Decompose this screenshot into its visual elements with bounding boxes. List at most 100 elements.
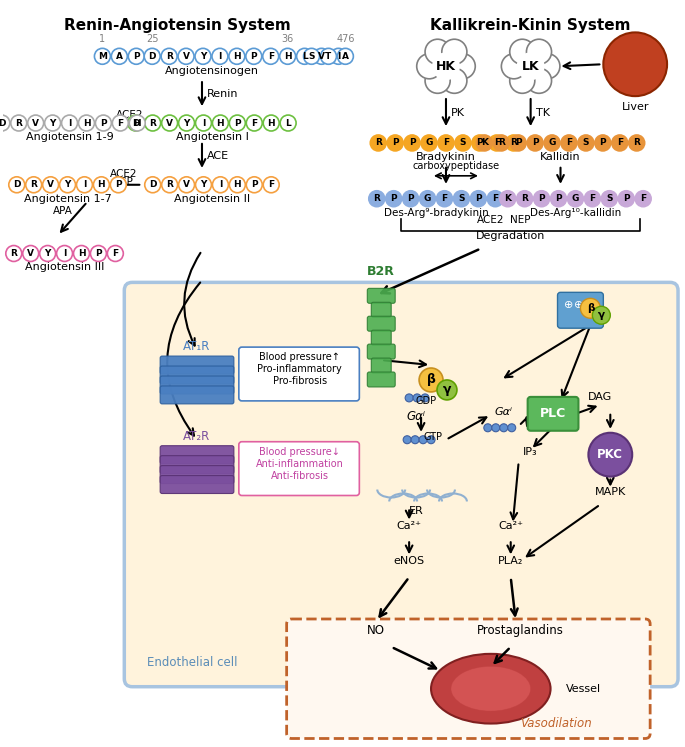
Text: P: P — [556, 194, 562, 203]
Circle shape — [427, 436, 435, 444]
Text: F: F — [112, 249, 119, 258]
Circle shape — [263, 115, 279, 131]
Text: H: H — [134, 119, 141, 128]
Text: 36: 36 — [282, 34, 294, 44]
Text: ⊕: ⊕ — [564, 300, 573, 310]
FancyBboxPatch shape — [160, 386, 234, 404]
Text: MAPK: MAPK — [595, 486, 626, 497]
Text: Anti-fibrosis: Anti-fibrosis — [271, 471, 329, 480]
Text: R: R — [633, 138, 640, 147]
Circle shape — [40, 246, 55, 261]
Text: S: S — [458, 194, 464, 203]
Circle shape — [247, 177, 262, 193]
Circle shape — [405, 394, 413, 402]
Circle shape — [601, 190, 617, 207]
Text: Prostaglandins: Prostaglandins — [477, 624, 564, 637]
Circle shape — [145, 49, 160, 64]
Text: P: P — [538, 194, 545, 203]
Circle shape — [476, 135, 493, 151]
Text: R: R — [30, 180, 37, 189]
Text: Angiotensinogen: Angiotensinogen — [165, 66, 259, 76]
FancyBboxPatch shape — [527, 397, 578, 431]
Circle shape — [455, 135, 471, 151]
Text: G: G — [572, 194, 579, 203]
Text: B2R: B2R — [367, 265, 395, 279]
Text: H: H — [97, 180, 105, 189]
Text: Gαⁱ: Gαⁱ — [407, 410, 425, 423]
Text: carboxypeptidase: carboxypeptidase — [412, 161, 499, 171]
FancyBboxPatch shape — [160, 456, 234, 474]
Text: P: P — [392, 138, 399, 147]
Circle shape — [95, 49, 110, 64]
Circle shape — [534, 190, 549, 207]
Circle shape — [62, 115, 77, 131]
Text: S: S — [606, 194, 612, 203]
Circle shape — [79, 115, 95, 131]
Text: F: F — [251, 119, 258, 128]
FancyBboxPatch shape — [371, 358, 391, 373]
Circle shape — [419, 368, 443, 392]
Text: V: V — [27, 249, 34, 258]
Text: Y: Y — [200, 52, 206, 61]
Circle shape — [112, 115, 128, 131]
Circle shape — [416, 54, 442, 79]
Circle shape — [635, 190, 651, 207]
Text: PLC: PLC — [539, 407, 566, 421]
Text: Angiotensin II: Angiotensin II — [174, 193, 250, 204]
Text: P: P — [477, 138, 483, 147]
Circle shape — [487, 190, 503, 207]
Text: L: L — [285, 119, 291, 128]
Text: ACE2: ACE2 — [110, 169, 137, 179]
Text: F: F — [589, 194, 595, 203]
Text: P: P — [390, 194, 397, 203]
Circle shape — [195, 49, 211, 64]
Circle shape — [501, 54, 527, 79]
Text: ER: ER — [409, 506, 423, 516]
Text: Angiotensin 1-9: Angiotensin 1-9 — [25, 132, 114, 142]
Circle shape — [500, 424, 508, 432]
Circle shape — [112, 49, 127, 64]
FancyBboxPatch shape — [367, 372, 395, 387]
Circle shape — [403, 436, 411, 444]
Circle shape — [369, 190, 385, 207]
Text: R: R — [149, 119, 156, 128]
Circle shape — [60, 177, 75, 193]
Circle shape — [229, 177, 245, 193]
Text: GDP: GDP — [416, 396, 436, 406]
Circle shape — [179, 177, 195, 193]
Text: R: R — [166, 180, 173, 189]
Text: R: R — [510, 138, 517, 147]
Text: IP₃: IP₃ — [523, 447, 538, 456]
Text: R: R — [498, 138, 505, 147]
Circle shape — [128, 49, 145, 64]
Text: R: R — [166, 52, 173, 61]
Text: K: K — [504, 194, 511, 203]
Circle shape — [263, 177, 279, 193]
Text: V: V — [32, 119, 39, 128]
Text: I: I — [219, 180, 222, 189]
Circle shape — [386, 190, 401, 207]
Text: V: V — [183, 52, 190, 61]
Text: Renin: Renin — [207, 89, 238, 99]
Circle shape — [95, 115, 112, 131]
Circle shape — [90, 246, 106, 261]
Circle shape — [472, 135, 488, 151]
Text: β: β — [427, 374, 436, 386]
Text: γ: γ — [443, 383, 451, 397]
Text: F: F — [493, 194, 499, 203]
Text: Y: Y — [45, 249, 51, 258]
Text: APA: APA — [53, 205, 73, 216]
Circle shape — [438, 135, 454, 151]
Circle shape — [129, 115, 145, 131]
Circle shape — [0, 115, 10, 131]
Text: Gαⁱ: Gαⁱ — [495, 407, 513, 417]
Circle shape — [551, 190, 566, 207]
Text: F: F — [566, 138, 572, 147]
Text: AT₁R: AT₁R — [184, 340, 211, 353]
FancyBboxPatch shape — [239, 347, 360, 401]
Circle shape — [212, 115, 228, 131]
Text: Blood pressure↓: Blood pressure↓ — [259, 447, 340, 456]
Circle shape — [303, 49, 319, 64]
Text: P: P — [623, 194, 630, 203]
Text: Blood pressure↑: Blood pressure↑ — [259, 352, 340, 362]
